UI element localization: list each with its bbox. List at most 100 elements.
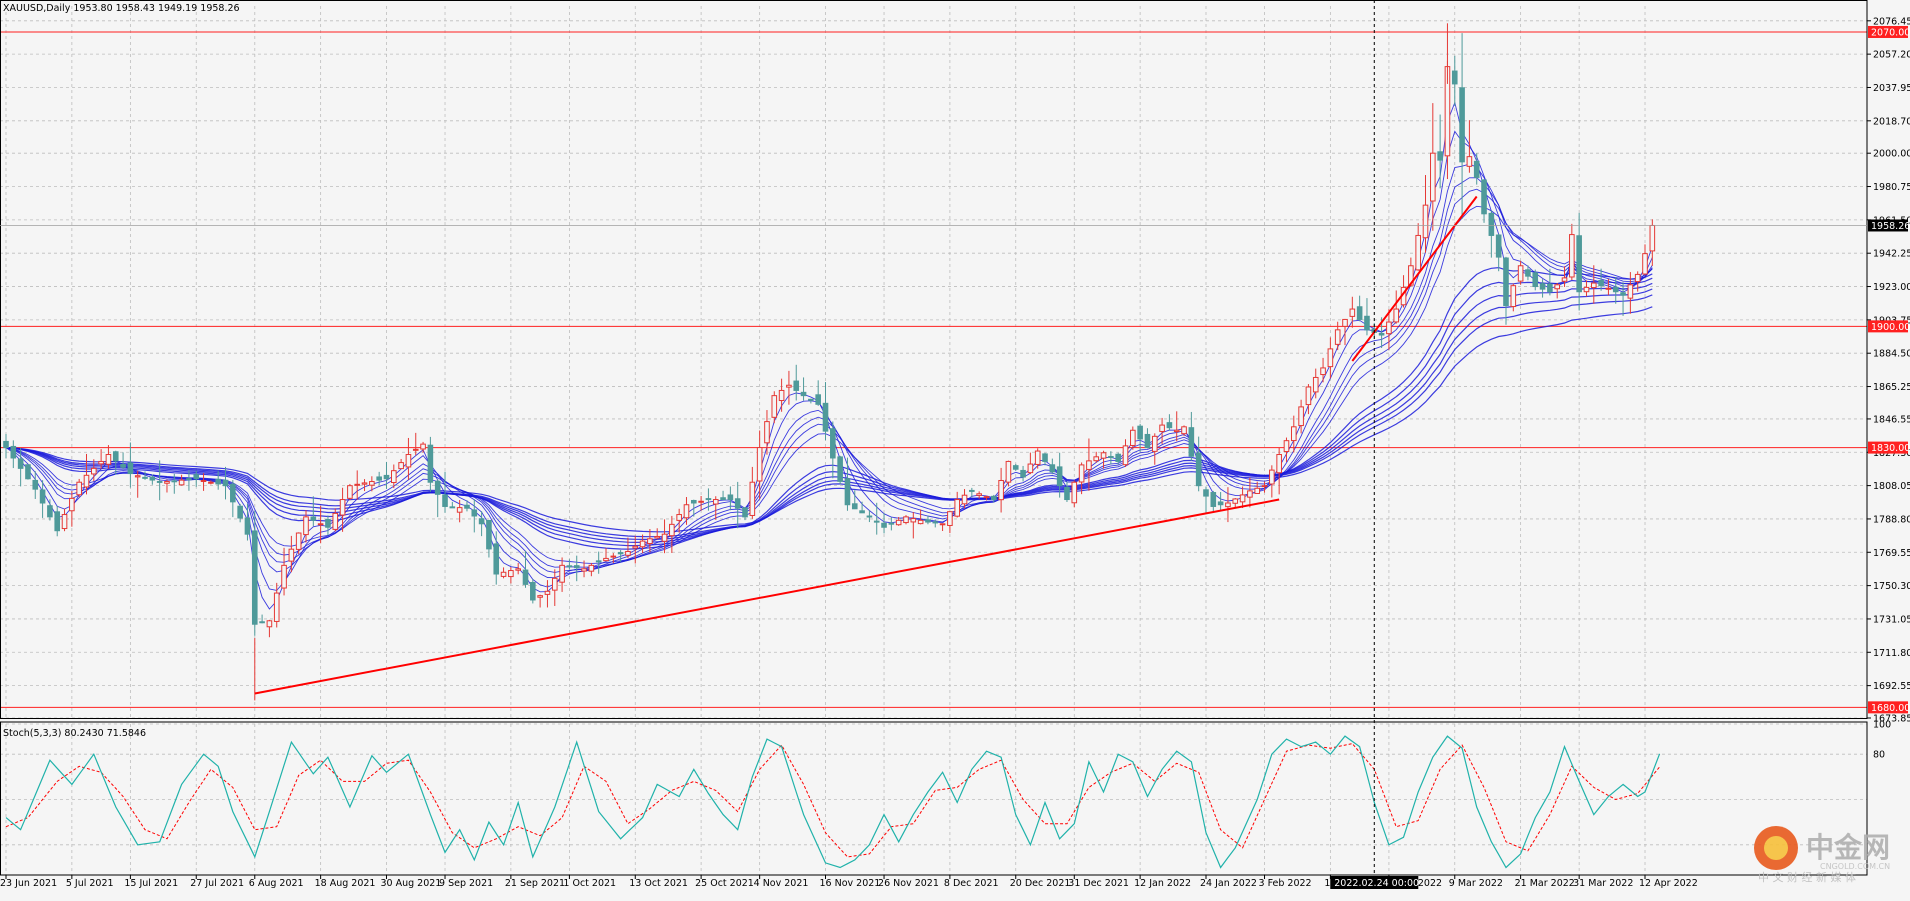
candle-body — [1364, 315, 1370, 331]
candle-body — [1137, 425, 1143, 440]
candle-body — [493, 543, 500, 575]
candle-body — [420, 443, 426, 450]
candle-body — [530, 581, 536, 601]
candle-body — [1115, 453, 1121, 462]
candle-body — [903, 516, 909, 524]
time-tick-label: 20 Dec 2021 — [1010, 878, 1071, 889]
candle-body — [683, 504, 690, 519]
candle-body — [1166, 422, 1173, 429]
watermark-tagline: 中 文 财 经 新 媒 体 — [1758, 870, 1856, 884]
crosshair: 2022.02.24 00:00 — [1330, 0, 1419, 889]
candle-body — [1027, 463, 1034, 474]
price-tick-label: 1692.55 — [1873, 681, 1910, 692]
candle-body — [1086, 460, 1092, 470]
candle-body — [156, 480, 163, 483]
stoch-label: Stoch(5,3,3) 80.2430 71.5846 — [3, 728, 146, 739]
candle-body — [391, 470, 397, 484]
time-tick-label: 31 Mar 2022 — [1573, 878, 1633, 889]
candle-body — [581, 568, 587, 572]
candle-body — [690, 499, 697, 504]
candle-body — [412, 448, 419, 451]
candle-body — [793, 380, 800, 391]
candle-body — [976, 493, 982, 496]
candle-body — [1210, 492, 1217, 507]
price-axis: 2076.45 2057.20 2037.95 2018.70 2000.00 1980.… — [0, 16, 1910, 725]
time-tick-label: 23 Jun 2021 — [0, 878, 57, 889]
candle-body — [456, 507, 463, 513]
candle-body — [1349, 308, 1356, 317]
candle-body — [1247, 490, 1253, 498]
candle-body — [705, 498, 712, 501]
candle-body — [1188, 427, 1195, 457]
candles — [3, 23, 1656, 701]
candle-body — [339, 499, 346, 516]
ma-line — [5, 277, 1653, 547]
time-tick-label: 9 Sep 2021 — [439, 878, 493, 889]
time-axis: 23 Jun 2021 5 Jul 2021 15 Jul 2021 27 Jul 2… — [0, 875, 1698, 889]
main-panel-frame — [0, 0, 1868, 719]
ma-line — [5, 294, 1653, 538]
candle-body — [332, 512, 339, 530]
time-tick-label: 13 Oct 2021 — [629, 878, 688, 889]
candle-body — [1612, 286, 1619, 293]
candle-body — [1122, 445, 1129, 466]
candle-body — [171, 480, 178, 483]
candle-body — [251, 530, 258, 625]
candle-body — [1627, 284, 1634, 299]
candle-body — [603, 557, 609, 562]
candle-body — [442, 494, 448, 507]
candle-body — [1422, 204, 1429, 239]
candle-body — [383, 474, 390, 480]
candle-body — [61, 514, 68, 530]
candle-body — [1225, 502, 1231, 508]
candle-body — [54, 511, 61, 532]
candle-body — [193, 474, 200, 480]
candle-body — [1144, 433, 1151, 449]
candle-body — [947, 511, 953, 526]
candle-body — [859, 510, 865, 514]
candle-body — [215, 478, 221, 485]
time-tick-label: 16 Nov 2021 — [820, 878, 881, 889]
candle-body — [1093, 456, 1100, 462]
candle-body — [1334, 329, 1341, 345]
candle-body — [515, 568, 521, 571]
trend-line — [1351, 195, 1478, 362]
candle-body — [676, 514, 682, 521]
candle-body — [259, 621, 265, 624]
candle-body — [1342, 318, 1348, 327]
price-tick-label: 1980.75 — [1873, 182, 1910, 193]
time-tick-label: 26 Nov 2021 — [878, 878, 939, 889]
candle-body — [771, 395, 778, 418]
candle-body — [105, 454, 112, 465]
level-price-tag-label: 1830.00 — [1871, 443, 1910, 454]
price-tick-label: 2037.95 — [1873, 83, 1910, 94]
candle-body — [720, 497, 726, 501]
candle-body — [786, 384, 792, 388]
candle-body — [1049, 464, 1056, 473]
candle-body — [939, 523, 946, 526]
candle-body — [354, 483, 361, 486]
candle-body — [1064, 486, 1070, 501]
candle-body — [1634, 273, 1641, 283]
candle-body — [398, 462, 404, 470]
crosshair-time-label: 2022.02.24 00:00 — [1334, 878, 1419, 889]
candle-body — [266, 620, 273, 628]
time-tick-label: 12 Jan 2022 — [1134, 878, 1191, 889]
stoch-grid — [0, 723, 1867, 875]
candle-body — [1020, 469, 1026, 478]
candle-body — [1642, 253, 1648, 275]
candle-body — [47, 505, 53, 518]
candle-body — [756, 447, 763, 482]
candle-body — [1232, 498, 1239, 504]
crosshair-time-tag — [1330, 876, 1419, 889]
candle-body — [661, 533, 668, 542]
candle-body — [522, 569, 529, 585]
candle-body — [1488, 212, 1495, 236]
price-tick-label: 1942.25 — [1873, 249, 1910, 260]
ma-line — [5, 177, 1653, 573]
candle-body — [800, 391, 807, 397]
candle-body — [830, 428, 836, 459]
candle-body — [98, 460, 104, 465]
